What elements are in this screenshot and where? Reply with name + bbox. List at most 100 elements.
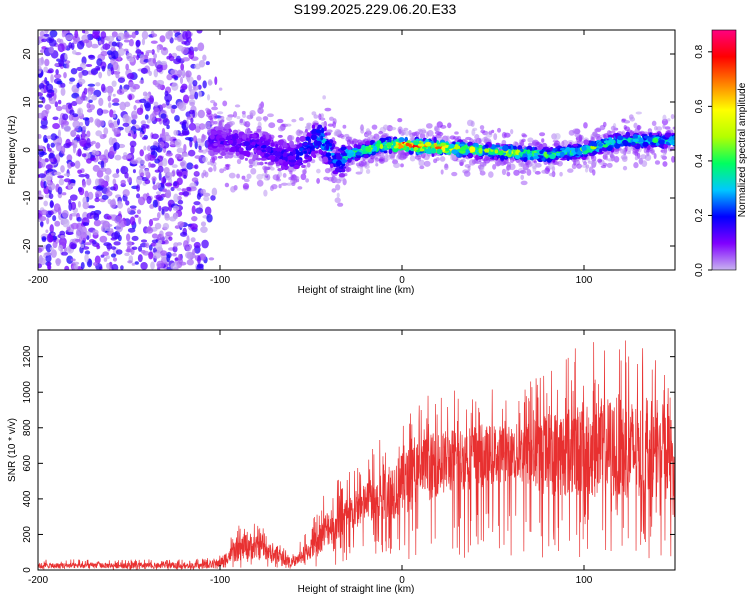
spectrogram-cell [49, 224, 54, 233]
spectrogram-cell [171, 104, 178, 109]
spectrogram-cell [62, 218, 70, 228]
spectrogram-cell [227, 152, 233, 155]
spectrogram-cell [209, 120, 215, 126]
spectrogram-cell [352, 147, 358, 151]
spectrogram-cell [100, 254, 105, 258]
spectrogram-cell [99, 235, 108, 243]
spectrogram-cell [102, 43, 111, 50]
spectrogram-cell [63, 125, 72, 133]
spectrogram-cell [91, 31, 100, 39]
spectrogram-cell [355, 151, 362, 156]
spectrogram-cell [445, 135, 450, 141]
spectrogram-cell [140, 239, 148, 243]
spectrogram-cell [672, 126, 675, 130]
spectrogram-cell [226, 116, 233, 121]
spectrogram-cell [44, 158, 49, 163]
y-tick-label: 20 [22, 48, 33, 60]
spectrogram-cell [95, 82, 101, 87]
spectrogram-cell [336, 192, 340, 198]
snr-frame [37, 329, 676, 571]
spectrogram-cell [185, 70, 192, 78]
spectrogram-cell [127, 207, 131, 214]
x-tick-label: 100 [576, 575, 593, 586]
spectrogram-cell [338, 172, 346, 178]
spectrogram-cell [159, 35, 166, 43]
spectrogram-cell [419, 133, 426, 139]
spectrogram-cell [171, 74, 177, 79]
spectrogram-cell [100, 160, 105, 169]
spectrogram-cell [167, 30, 174, 37]
spectrogram-cell [358, 160, 365, 168]
spectrogram-cell [602, 121, 607, 128]
spectrogram-cell [241, 113, 247, 119]
spectrogram-cell [277, 171, 282, 178]
spectrogram-cell [193, 201, 201, 206]
spectrogram-cell [252, 153, 258, 159]
spectrogram-cell [173, 129, 179, 136]
spectrogram-cell [569, 152, 574, 156]
spectrogram-cell [44, 30, 49, 34]
spectrogram-cell [182, 94, 190, 104]
spectrogram-cell [80, 244, 85, 249]
spectrogram-cell [131, 262, 136, 266]
spectrogram-cell [135, 49, 142, 54]
spectrogram-cell [365, 168, 371, 175]
x-tick-label: -200 [28, 275, 48, 286]
spectrogram-cell [539, 132, 546, 137]
spectrogram-cell [98, 41, 103, 45]
spectrogram-cell [78, 187, 85, 196]
spectrogram-cell [84, 233, 88, 238]
spectrogram-cell [318, 113, 322, 120]
spectrogram-cell [144, 114, 149, 120]
spectrogram-cell [498, 150, 504, 156]
spectrogram-cell [78, 174, 86, 178]
spectrogram-cell [202, 156, 208, 163]
spectrogram-cell [519, 170, 527, 175]
spectrogram-cell [137, 196, 146, 206]
spectrogram-cell [141, 38, 146, 46]
spectrogram-cell [44, 138, 49, 143]
spectrogram-cell [87, 91, 92, 99]
spectrogram-cell [488, 171, 494, 178]
spectrogram-cell [560, 158, 567, 161]
spectrogram-cell [83, 146, 88, 151]
spectrogram-cell [39, 216, 47, 222]
spectrogram-cell [521, 134, 528, 138]
spectrogram-cell [50, 91, 55, 97]
spectrogram-cell [500, 155, 505, 161]
spectrogram-cell [622, 148, 626, 156]
spectrogram-cell [112, 113, 116, 119]
snr-x-axis: -200 -100 0 100 [28, 330, 593, 586]
spectrogram-cell [408, 143, 412, 148]
spectrogram-cell [437, 131, 444, 137]
spectrogram-cell [433, 136, 437, 144]
spectrogram-cell [218, 137, 226, 142]
spectrogram-cell [268, 146, 272, 153]
spectrogram-cell [317, 124, 323, 130]
spectrogram-cell [223, 140, 227, 145]
spectrogram-cell [552, 148, 558, 151]
spectrogram-cell [158, 205, 162, 212]
spectrogram-cell [94, 118, 100, 127]
spectrogram-cell [88, 116, 94, 123]
spectrogram-cell [76, 40, 85, 50]
spectrogram-cell [434, 146, 442, 150]
spectrogram-cell [650, 144, 657, 147]
spectrogram-cell [559, 171, 563, 177]
spectrogram-cell [122, 155, 129, 160]
spectrogram-cell [170, 262, 178, 270]
spectrogram-cell [176, 177, 183, 186]
spectrogram-cell [115, 223, 123, 233]
spectrogram-cell [126, 240, 133, 248]
spectrogram-cell [153, 101, 159, 107]
spectrogram-cell [192, 80, 198, 87]
spectrogram-cell [153, 107, 160, 116]
spectrogram-cell [140, 67, 148, 74]
spectrogram-cell [592, 169, 596, 176]
y-tick-label: -10 [22, 190, 33, 205]
spectrogram-cell [96, 170, 104, 178]
spectrogram-cell [450, 154, 457, 161]
spectrogram-cell [216, 111, 224, 115]
spectrogram-cell [334, 167, 340, 172]
spectrogram-cell [107, 95, 112, 102]
